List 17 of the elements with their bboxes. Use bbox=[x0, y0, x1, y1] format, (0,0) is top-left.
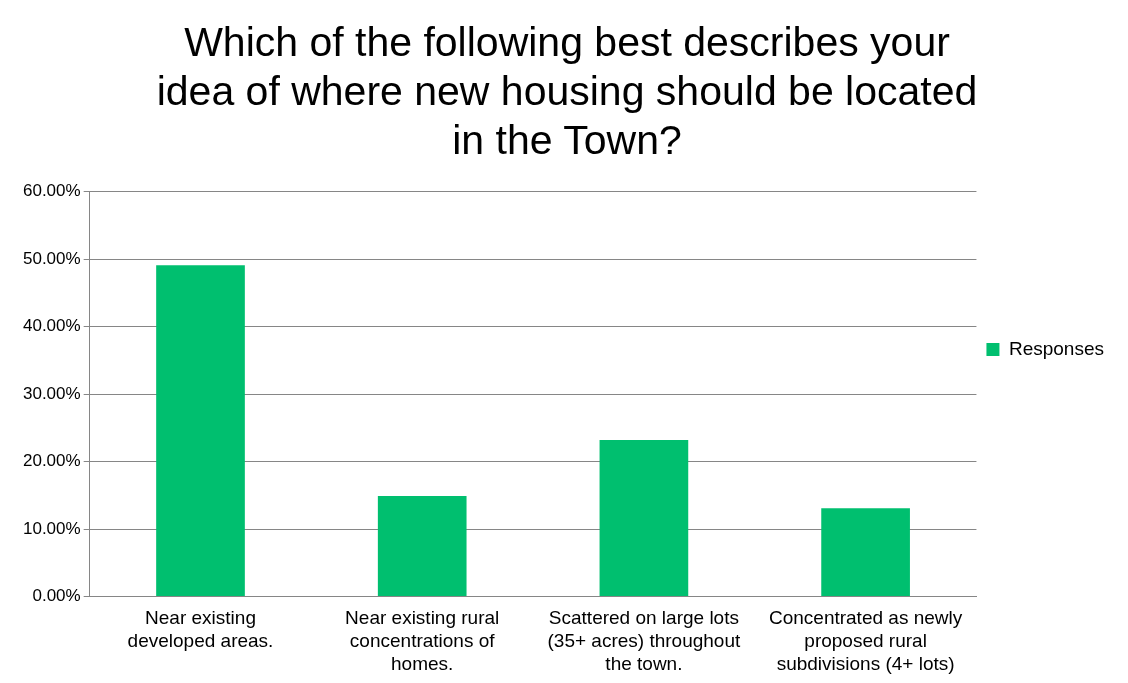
x-tick-label: Scattered on large lots (35+ acres) throughout the town. bbox=[547, 607, 741, 674]
x-tick-label: Near existing developed areas. bbox=[127, 607, 274, 652]
y-tick-label: 30.00% bbox=[22, 383, 81, 403]
y-tick-label: 40.00% bbox=[22, 316, 81, 336]
bar bbox=[599, 440, 689, 597]
bar bbox=[377, 496, 467, 597]
chart-title: Which of the following best describes your idea of where new housing should be located in the Town? bbox=[156, 18, 978, 164]
y-tick-label: 20.00% bbox=[22, 451, 81, 471]
y-tick-label: 50.00% bbox=[22, 248, 81, 268]
bar bbox=[821, 508, 910, 597]
y-tick-label: 0.00% bbox=[32, 586, 81, 606]
y-tick-label: 60.00% bbox=[22, 181, 81, 201]
legend-label: Responses bbox=[1008, 337, 1105, 359]
bar bbox=[156, 265, 245, 597]
x-tick-label: Concentrated as newly proposed rural subdivisions (4+ lots) bbox=[768, 607, 963, 674]
x-tick-label: Near existing rural concentrations of homes. bbox=[345, 607, 500, 674]
y-tick-label: 10.00% bbox=[22, 518, 81, 538]
